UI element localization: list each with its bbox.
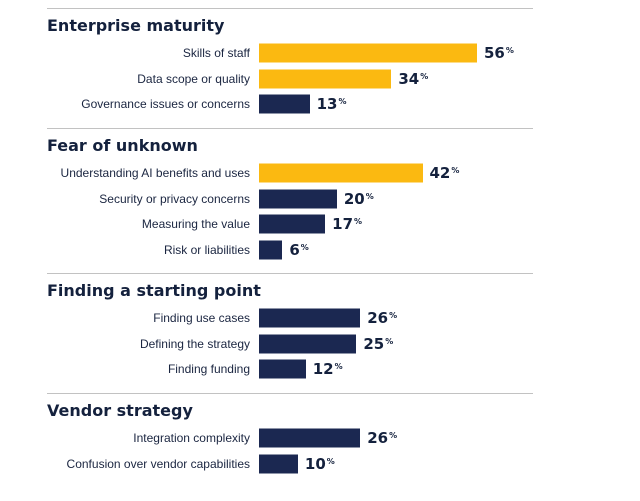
category-label: Finding funding <box>167 362 250 376</box>
category-label: Security or privacy concerns <box>99 191 250 206</box>
value-label: 26% <box>367 309 398 327</box>
category-label: Skills of staff <box>182 46 250 60</box>
value-label: 10% <box>304 454 335 473</box>
bar <box>259 163 423 183</box>
value-label: 20% <box>343 189 374 208</box>
bar <box>259 189 337 208</box>
value-label: 25% <box>363 334 394 353</box>
category-label: Defining the strategy <box>139 336 250 351</box>
category-label: Data scope or quality <box>137 71 250 86</box>
bar <box>259 69 392 88</box>
section-divider <box>47 273 533 274</box>
category-label: Finding use cases <box>153 311 250 325</box>
category-label: Risk or liabilities <box>163 242 250 257</box>
value-label: 13% <box>316 95 347 113</box>
bar <box>259 428 361 448</box>
category-label: Integration complexity <box>133 431 250 445</box>
value-label: 26% <box>367 429 398 447</box>
category-label: Understanding AI benefits and uses <box>60 166 250 180</box>
bar <box>259 359 306 379</box>
value-label: 42% <box>429 164 460 182</box>
bar <box>259 214 326 234</box>
section-divider <box>47 8 533 9</box>
bar <box>259 240 283 259</box>
section-title: Vendor strategy <box>47 401 193 420</box>
value-label: 6% <box>289 240 309 259</box>
bar <box>259 94 310 114</box>
category-label: Measuring the value <box>141 217 250 231</box>
value-label: 34% <box>398 69 429 88</box>
bar <box>259 308 361 328</box>
category-label: Confusion over vendor capabilities <box>66 456 250 471</box>
bar <box>259 43 477 63</box>
bar <box>259 454 298 473</box>
section-title: Fear of unknown <box>47 136 198 155</box>
section-divider <box>47 393 533 394</box>
bar <box>259 334 357 353</box>
category-label: Governance issues or concerns <box>81 97 250 111</box>
value-label: 56% <box>484 44 514 62</box>
section-title: Enterprise maturity <box>47 16 225 35</box>
section-divider <box>47 128 533 129</box>
value-label: 12% <box>312 360 343 378</box>
section-title: Finding a starting point <box>47 281 261 300</box>
value-label: 17% <box>332 215 363 233</box>
